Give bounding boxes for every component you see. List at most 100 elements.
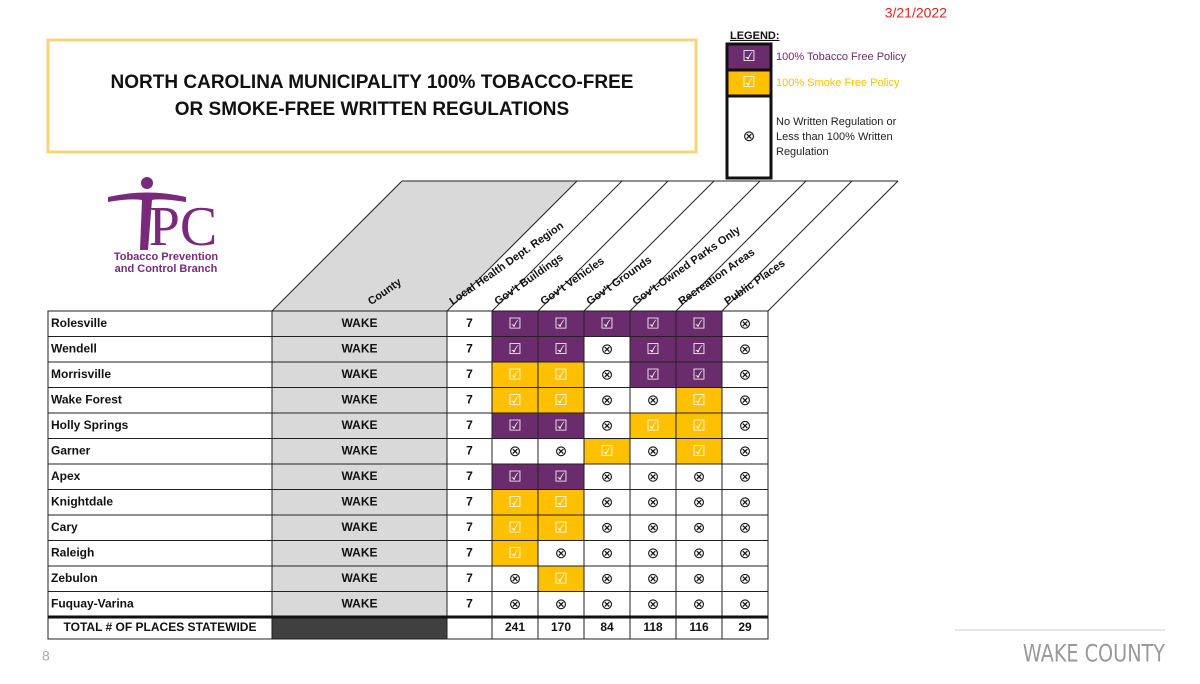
region-cell [446, 565, 493, 592]
status-symbol: ☑ [692, 418, 705, 435]
status-cell [675, 310, 723, 337]
status-cell [583, 412, 631, 439]
status-symbol: ☑ [646, 316, 659, 333]
total-county-cell [271, 616, 448, 640]
total-value: 116 [689, 620, 709, 634]
status-cell [721, 412, 769, 439]
status-symbol: ☑ [692, 392, 705, 409]
legend-label: Less than 100% Written [776, 131, 893, 143]
status-cell [583, 565, 631, 592]
status-cell [721, 514, 769, 541]
status-cell [491, 463, 539, 490]
name-cell [47, 565, 273, 592]
region: 7 [466, 494, 473, 508]
county: WAKE [342, 571, 378, 585]
status-cell [629, 336, 677, 363]
status-symbol: ⊗ [647, 443, 660, 460]
page-number: 8 [42, 648, 50, 664]
name-cell [47, 489, 273, 516]
status-symbol: ☑ [554, 571, 567, 588]
status-symbol: ⊗ [693, 520, 706, 537]
status-cell [491, 489, 539, 516]
status-symbol: ☑ [692, 341, 705, 358]
status-symbol: ⊗ [739, 418, 752, 435]
logo-figure [108, 177, 186, 250]
status-cell [721, 310, 769, 337]
status-symbol: ⊗ [601, 341, 614, 358]
county: WAKE [342, 494, 378, 508]
region: 7 [466, 367, 473, 381]
county: WAKE [342, 469, 378, 483]
status-symbol: ⊗ [601, 571, 614, 588]
title-line: NORTH CAROLINA MUNICIPALITY 100% TOBACCO… [111, 72, 634, 93]
status-symbol: ⊗ [555, 545, 568, 562]
status-symbol: ⊗ [739, 341, 752, 358]
status-symbol: ⊗ [693, 571, 706, 588]
county: WAKE [342, 316, 378, 330]
region: 7 [466, 341, 473, 355]
status-symbol: ⊗ [555, 596, 568, 613]
status-cell [583, 514, 631, 541]
status-symbol: ⊗ [693, 596, 706, 613]
header-divider [446, 180, 578, 312]
header-divider [629, 180, 761, 312]
status-symbol: ☑ [646, 341, 659, 358]
status-cell [721, 489, 769, 516]
region-cell [446, 540, 493, 567]
status-cell [491, 438, 539, 465]
county-cell [271, 438, 448, 465]
status-cell [629, 463, 677, 490]
header-divider [271, 180, 403, 312]
status-symbol: ☑ [508, 392, 521, 409]
status-cell [675, 336, 723, 363]
status-symbol: ⊗ [693, 469, 706, 486]
name-cell [47, 336, 273, 363]
status-symbol: ⊗ [601, 469, 614, 486]
status-symbol: ☑ [508, 545, 521, 562]
status-symbol: ☑ [508, 418, 521, 435]
status-cell [491, 336, 539, 363]
status-cell [583, 361, 631, 388]
date: 3/21/2022 [885, 5, 947, 21]
status-cell [629, 310, 677, 337]
status-cell [537, 361, 585, 388]
status-symbol: ⊗ [739, 494, 752, 511]
status-cell [583, 310, 631, 337]
municipality: Wendell [51, 341, 97, 355]
status-cell [583, 591, 631, 618]
status-cell [721, 387, 769, 414]
status-cell [721, 591, 769, 618]
status-cell [491, 565, 539, 592]
status-symbol: ☑ [692, 443, 705, 460]
municipality: Raleigh [51, 545, 94, 559]
status-symbol: ☑ [554, 316, 567, 333]
header-divider [721, 180, 853, 312]
legend-label: No Written Regulation or [776, 116, 897, 128]
region: 7 [466, 545, 473, 559]
header-divider [767, 180, 899, 312]
status-cell [721, 540, 769, 567]
legend-swatch [725, 68, 773, 98]
status-symbol: ⊗ [693, 494, 706, 511]
brand: WAKE COUNTY [1023, 641, 1166, 669]
status-symbol: ☑ [600, 443, 613, 460]
status-symbol: ☑ [646, 367, 659, 384]
legend-label: Regulation [776, 146, 829, 158]
name-cell [47, 463, 273, 490]
status-symbol: ⊗ [509, 443, 522, 460]
status-symbol: ☑ [554, 341, 567, 358]
status-cell [629, 438, 677, 465]
column-header: Recreation Areas [677, 246, 758, 308]
region: 7 [466, 392, 473, 406]
region: 7 [466, 571, 473, 585]
county-cell [271, 463, 448, 490]
municipality: Holly Springs [51, 418, 129, 432]
status-symbol: ☑ [508, 367, 521, 384]
status-symbol: ⊗ [601, 520, 614, 537]
header-divider [675, 180, 807, 312]
header-divider [491, 180, 623, 312]
status-symbol: ☑ [600, 316, 613, 333]
status-symbol: ⊗ [739, 571, 752, 588]
status-symbol: ⊗ [647, 545, 660, 562]
